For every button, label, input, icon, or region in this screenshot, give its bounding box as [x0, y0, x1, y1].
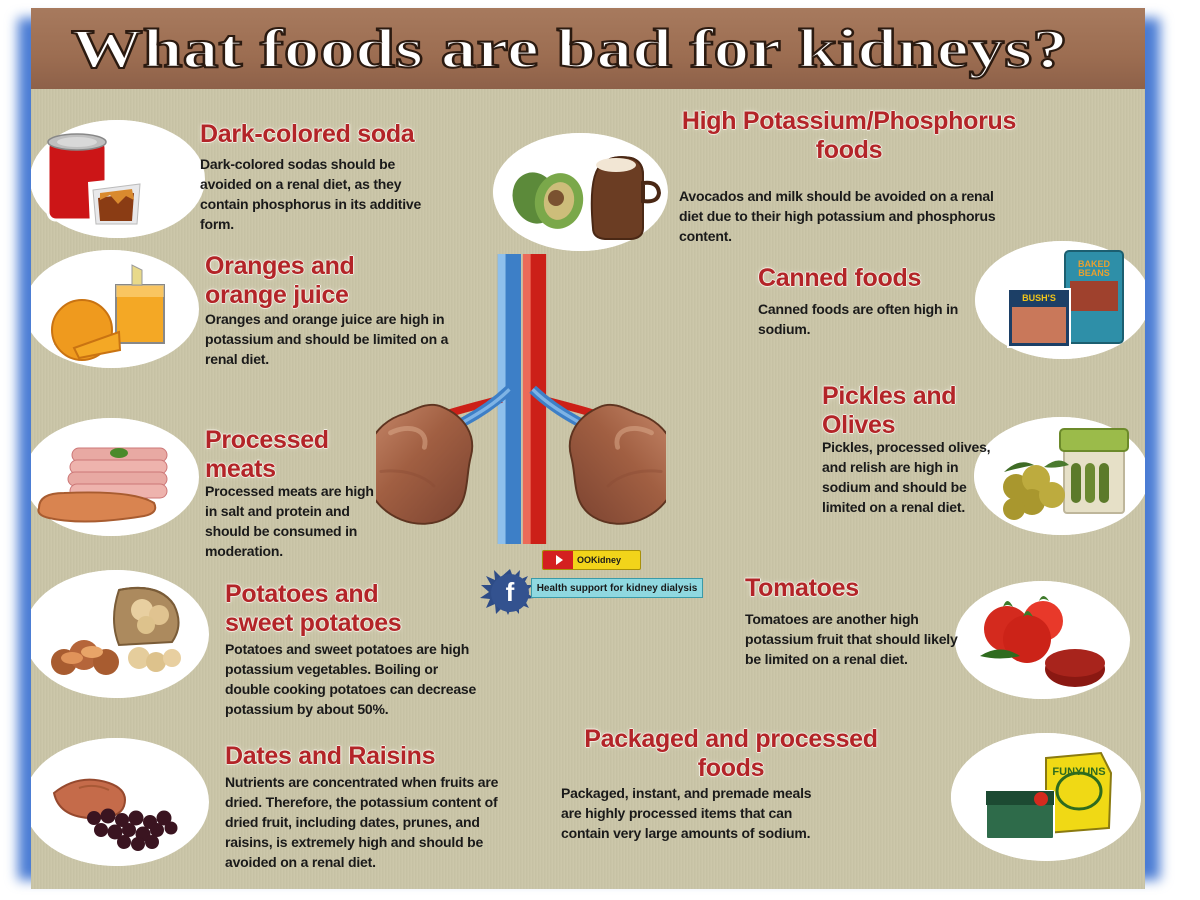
- svg-text:f: f: [506, 577, 515, 607]
- svg-text:BUSH'S: BUSH'S: [1022, 293, 1056, 303]
- svg-text:BEANS: BEANS: [1078, 268, 1110, 278]
- svg-text:FUNYUNS: FUNYUNS: [1052, 766, 1105, 778]
